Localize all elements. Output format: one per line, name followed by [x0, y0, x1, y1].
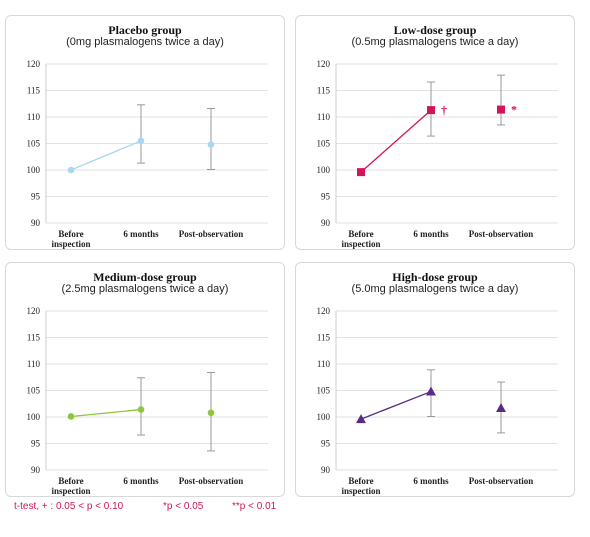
y-tick-label: 110 — [317, 112, 331, 122]
placebo-panel: Placebo group (0mg plasmalogens twice a … — [5, 15, 285, 250]
legend-p05: *p < 0.05 — [163, 501, 204, 512]
y-tick-label: 90 — [31, 218, 41, 228]
plot-area: 90 95 100 105 110 115 120 Before inspection 6 mon… — [317, 306, 558, 496]
y-tick-label: 95 — [31, 439, 41, 449]
data-point — [356, 414, 366, 424]
y-tick-label: 90 — [321, 465, 331, 475]
data-point — [496, 402, 506, 412]
y-tick-label: 95 — [321, 192, 331, 202]
low-dose-panel: Low-dose group (0.5mg plasmalogens twice… — [295, 15, 575, 250]
data-point — [137, 137, 145, 145]
high-dose-panel: High-dose group (5.0mg plasmalogens twic… — [295, 262, 575, 497]
x-tick-label-line: Before — [58, 476, 83, 486]
x-tick-label: Before inspection — [341, 229, 380, 249]
y-tick-label: 120 — [27, 59, 41, 69]
data-point — [67, 166, 75, 174]
y-tick-label: 120 — [317, 59, 331, 69]
y-tick-label: 115 — [27, 86, 41, 96]
y-tick-label: 100 — [27, 412, 41, 422]
x-tick-label: 6 months — [123, 229, 159, 239]
data-point — [426, 386, 436, 396]
y-tick-label: 110 — [27, 112, 41, 122]
panel-title: High-dose group — [392, 270, 478, 284]
series-line — [70, 408, 142, 418]
panel-subtitle: (5.0mg plasmalogens twice a day) — [351, 283, 519, 295]
x-tick-label: Before inspection — [341, 476, 380, 496]
panel-subtitle: (0.5mg plasmalogens twice a day) — [351, 36, 519, 48]
panel-subtitle: (0mg plasmalogens twice a day) — [66, 36, 224, 48]
y-tick-label: 120 — [317, 306, 331, 316]
legend-p01: **p < 0.01 — [232, 501, 277, 512]
y-tick-label: 100 — [317, 165, 331, 175]
legend-ttest: t-test, + : 0.05 < p < 0.10 — [14, 501, 124, 512]
x-tick-label-line: inspection — [51, 486, 90, 496]
x-tick-label-line: inspection — [341, 486, 380, 496]
plot-area: 90 95 100 105 110 115 120 Before inspection 6 mon… — [317, 59, 558, 249]
x-tick-label: Post-observation — [469, 476, 534, 486]
y-tick-label: 115 — [317, 86, 331, 96]
data-point — [427, 106, 435, 115]
plot-area: 90 95 100 105 110 115 120 Before inspection 6 mon… — [27, 306, 268, 496]
y-tick-label: 120 — [27, 306, 41, 316]
panel-title: Placebo group — [108, 23, 182, 37]
data-point — [357, 168, 365, 177]
x-tick-label-line: inspection — [51, 239, 90, 249]
y-tick-label: 115 — [317, 333, 331, 343]
panel-title: Medium-dose group — [93, 270, 197, 284]
y-tick-label: 100 — [317, 412, 331, 422]
y-tick-label: 110 — [317, 359, 331, 369]
plot-area: 90 95 100 105 110 115 120 Before inspection 6 mon… — [27, 59, 268, 249]
data-point — [207, 141, 215, 148]
series-line — [360, 109, 432, 173]
y-tick-label: 105 — [27, 386, 41, 396]
y-tick-label: 90 — [31, 465, 41, 475]
y-tick-label: 110 — [27, 359, 41, 369]
y-tick-label: 95 — [321, 439, 331, 449]
y-tick-label: 105 — [27, 139, 41, 149]
y-tick-label: 90 — [321, 218, 331, 228]
x-tick-label: 6 months — [123, 476, 159, 486]
y-tick-label: 105 — [317, 139, 331, 149]
y-tick-label: 115 — [27, 333, 41, 343]
significance-mark: * — [511, 103, 517, 117]
data-point — [137, 406, 145, 413]
series-line — [360, 390, 432, 420]
panel-title: Low-dose group — [393, 23, 477, 37]
significance-mark: † — [441, 103, 447, 117]
panel-subtitle: (2.5mg plasmalogens twice a day) — [61, 283, 229, 295]
y-tick-label: 95 — [31, 192, 41, 202]
y-tick-label: 100 — [27, 165, 41, 175]
x-tick-label-line: Before — [58, 229, 83, 239]
data-point — [497, 105, 505, 114]
x-tick-label-line: Before — [348, 229, 373, 239]
y-tick-label: 105 — [317, 386, 331, 396]
data-point — [207, 409, 215, 417]
x-tick-label-line: inspection — [341, 239, 380, 249]
x-tick-label: Before inspection — [51, 476, 90, 496]
x-tick-label: Post-observation — [469, 229, 534, 239]
x-tick-label: Post-observation — [179, 476, 244, 486]
x-tick-label: Before inspection — [51, 229, 90, 249]
x-tick-label: 6 months — [413, 476, 449, 486]
x-tick-label-line: Before — [348, 476, 373, 486]
series-line — [70, 140, 142, 171]
x-tick-label: Post-observation — [179, 229, 244, 239]
medium-dose-panel: Medium-dose group (2.5mg plasmalogens tw… — [5, 262, 285, 497]
data-point — [67, 413, 75, 420]
x-tick-label: 6 months — [413, 229, 449, 239]
